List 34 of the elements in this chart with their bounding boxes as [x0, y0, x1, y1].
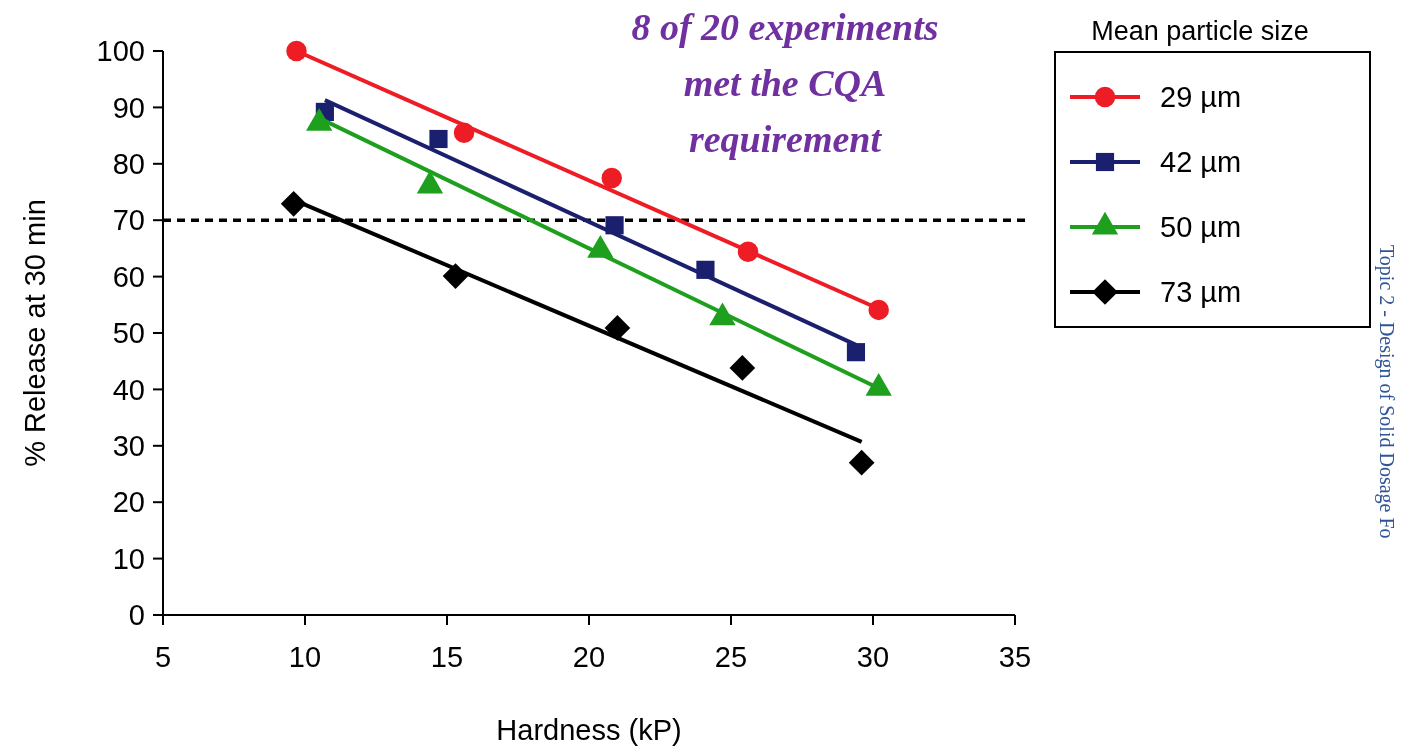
- annotation: 8 of 20 experiments met the CQA requirement: [631, 6, 939, 160]
- legend-label: 42 µm: [1160, 146, 1242, 179]
- x-axis-title: Hardness (kP): [496, 714, 682, 746]
- y-tick-label: 20: [112, 486, 145, 519]
- x-tick-label: 5: [154, 641, 172, 673]
- x-tick-label: 15: [430, 641, 464, 673]
- x-tick-label: 35: [998, 641, 1032, 673]
- point: [604, 315, 631, 341]
- y-tick-label: 30: [112, 429, 145, 462]
- y-tick-label: 0: [128, 599, 145, 632]
- legend-label: 29 µm: [1160, 81, 1242, 114]
- y-tick-label: 70: [112, 204, 145, 237]
- legend-label: 50 µm: [1160, 211, 1242, 244]
- text: Topic 2 - Design of Solid Dosage Fo: [1375, 245, 1398, 539]
- point: [848, 449, 875, 476]
- x-tick-label: 10: [288, 641, 322, 673]
- y-tick-label: 60: [112, 260, 145, 293]
- point: [729, 355, 756, 381]
- y-tick-label: 100: [96, 35, 145, 68]
- y-tick-label: 40: [112, 373, 145, 406]
- point: [429, 129, 448, 149]
- y-tick-label: 10: [112, 542, 145, 575]
- x-tick-label: 20: [572, 641, 606, 673]
- point: [605, 216, 624, 235]
- point: [601, 167, 622, 189]
- legend-title: Mean particle size: [1091, 16, 1309, 46]
- y-tick-label: 90: [112, 91, 145, 124]
- legend-label: 73 µm: [1160, 276, 1242, 309]
- y-tick-label: 50: [112, 317, 145, 350]
- x-tick-label: 30: [856, 641, 890, 673]
- y-axis-title: % Release at 30 min: [19, 199, 51, 467]
- x-tick-label: 25: [714, 641, 748, 673]
- y-tick-label: 80: [112, 147, 145, 180]
- point: [846, 343, 866, 362]
